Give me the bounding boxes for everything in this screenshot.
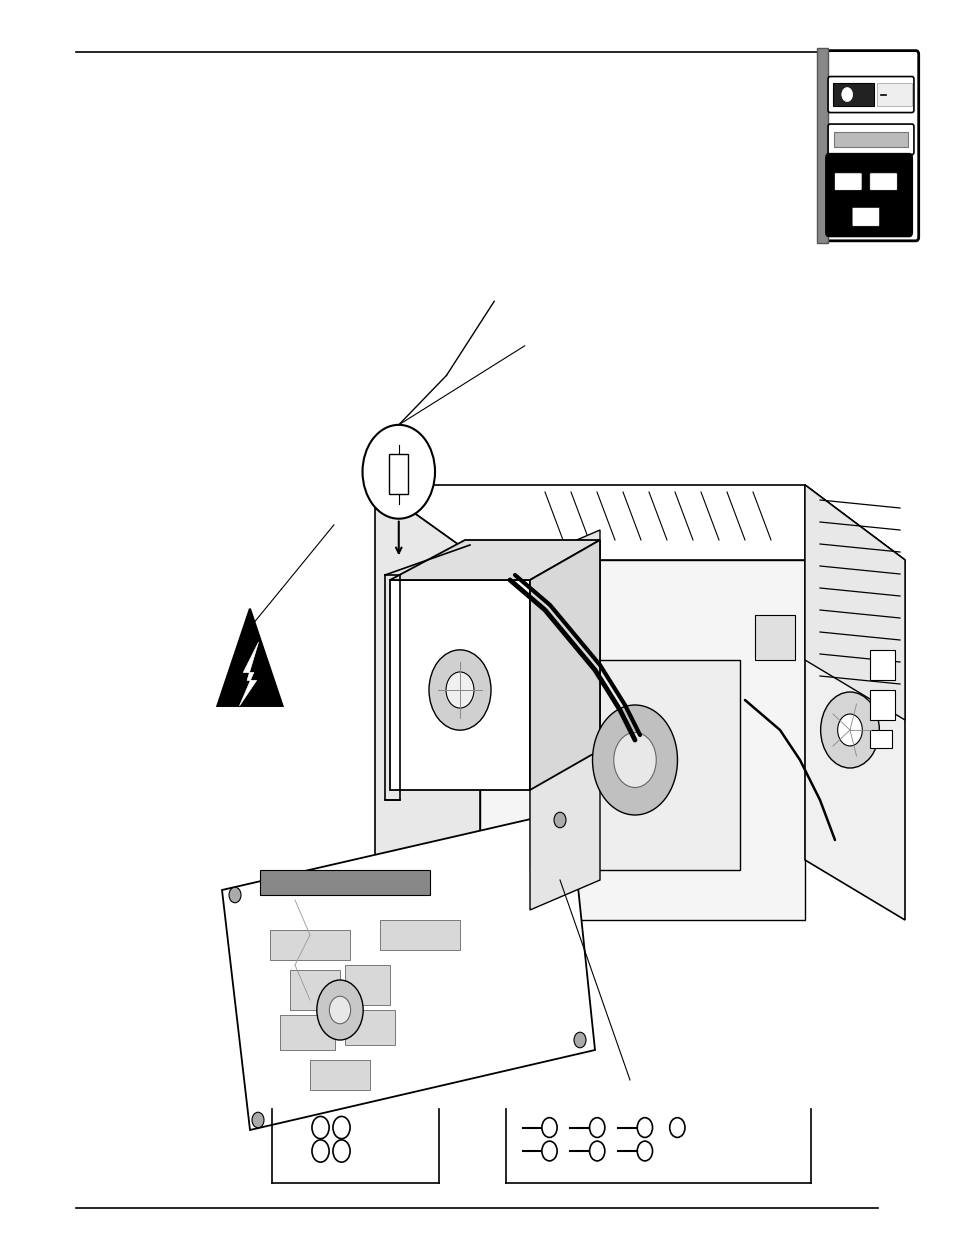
Bar: [280, 1015, 335, 1050]
Circle shape: [316, 981, 363, 1040]
Circle shape: [312, 1140, 329, 1162]
Circle shape: [541, 1141, 557, 1161]
Polygon shape: [479, 559, 804, 920]
Bar: [290, 969, 339, 1010]
Circle shape: [446, 672, 474, 708]
Circle shape: [574, 1032, 585, 1047]
Polygon shape: [390, 540, 599, 580]
Bar: [869, 690, 894, 720]
Circle shape: [333, 1116, 350, 1139]
Polygon shape: [375, 485, 479, 920]
Bar: [389, 454, 408, 494]
Circle shape: [669, 1118, 684, 1137]
Circle shape: [229, 887, 241, 903]
Bar: [833, 132, 907, 147]
Circle shape: [329, 997, 351, 1024]
Circle shape: [589, 1141, 604, 1161]
Bar: [754, 615, 794, 659]
Polygon shape: [375, 485, 904, 559]
Circle shape: [637, 1141, 652, 1161]
Circle shape: [541, 1118, 557, 1137]
Bar: [345, 1010, 395, 1045]
Polygon shape: [390, 580, 530, 790]
Circle shape: [333, 1140, 350, 1162]
FancyBboxPatch shape: [834, 173, 862, 190]
FancyBboxPatch shape: [827, 77, 913, 112]
Bar: [832, 83, 873, 106]
Bar: [345, 965, 390, 1005]
Circle shape: [554, 813, 565, 827]
Circle shape: [429, 650, 491, 730]
FancyBboxPatch shape: [851, 207, 879, 226]
Circle shape: [589, 1118, 604, 1137]
Polygon shape: [530, 659, 740, 869]
Polygon shape: [239, 642, 258, 706]
Polygon shape: [217, 609, 282, 706]
Polygon shape: [222, 810, 595, 1130]
Circle shape: [837, 714, 862, 746]
Bar: [270, 930, 350, 960]
Bar: [869, 650, 894, 680]
Bar: [379, 920, 459, 950]
Bar: [260, 869, 430, 895]
FancyBboxPatch shape: [819, 51, 918, 241]
Circle shape: [637, 1118, 652, 1137]
Polygon shape: [530, 540, 599, 790]
FancyBboxPatch shape: [825, 154, 911, 236]
FancyBboxPatch shape: [869, 173, 897, 190]
Polygon shape: [804, 485, 904, 720]
Circle shape: [820, 692, 879, 768]
Circle shape: [592, 705, 677, 815]
Bar: [816, 48, 827, 243]
Bar: [310, 1060, 370, 1091]
Circle shape: [312, 1116, 329, 1139]
FancyBboxPatch shape: [827, 124, 913, 154]
Circle shape: [362, 425, 435, 519]
Bar: [869, 730, 891, 748]
Polygon shape: [530, 530, 599, 910]
Polygon shape: [804, 485, 904, 920]
Circle shape: [613, 732, 656, 788]
Bar: [876, 83, 911, 106]
Circle shape: [841, 88, 852, 101]
Circle shape: [252, 1113, 264, 1128]
